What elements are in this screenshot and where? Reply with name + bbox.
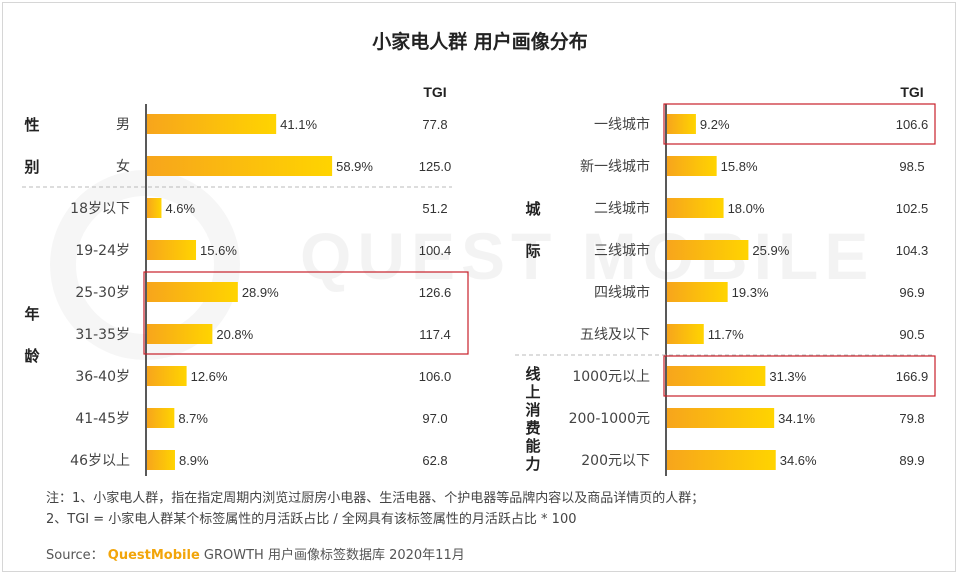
tgi-value-right-0: 106.6 (896, 117, 929, 132)
bar-right-2 (667, 198, 724, 218)
group-label-right-1-3: 费 (525, 419, 540, 437)
value-label-left-5: 20.8% (216, 327, 253, 342)
category-label-left-6: 36-40岁 (75, 369, 130, 385)
value-label-right-7: 34.1% (778, 411, 815, 426)
value-label-right-8: 34.6% (780, 453, 817, 468)
value-label-right-0: 9.2% (700, 117, 730, 132)
value-label-right-5: 11.7% (708, 327, 744, 342)
source-label: Source： (46, 548, 104, 563)
tgi-value-left-4: 126.6 (419, 285, 452, 300)
bar-right-7 (667, 408, 775, 428)
bar-right-3 (667, 240, 749, 260)
tgi-value-right-6: 166.9 (896, 369, 929, 384)
category-label-left-5: 31-35岁 (75, 327, 130, 343)
bar-right-5 (667, 324, 704, 344)
value-label-left-4: 28.9% (242, 285, 279, 300)
highlight-box-left-0 (143, 271, 469, 355)
bar-right-0 (667, 114, 696, 134)
tgi-header-right: TGI (900, 84, 923, 100)
tgi-value-right-3: 104.3 (896, 243, 929, 258)
bar-left-5 (147, 324, 213, 344)
tgi-value-right-1: 98.5 (899, 159, 924, 174)
category-label-right-5: 五线及以下 (580, 327, 650, 343)
footnote-1: 注：1、小家电人群，指在指定周期内浏览过厨房小电器、生活电器、个护电器等品牌内容… (46, 491, 705, 506)
value-label-left-2: 4.6% (165, 201, 195, 216)
bar-left-1 (147, 156, 333, 176)
value-label-left-1: 58.9% (336, 159, 373, 174)
tgi-value-left-2: 51.2 (422, 201, 447, 216)
category-label-left-2: 18岁以下 (70, 201, 130, 217)
highlight-box-right-0 (663, 103, 936, 145)
watermark-text: QUEST MOBILE (300, 218, 874, 294)
tgi-value-left-7: 97.0 (422, 411, 447, 426)
value-label-left-0: 41.1% (280, 117, 317, 132)
category-label-left-3: 19-24岁 (75, 243, 130, 259)
group-label-left-1-0: 年 (24, 305, 39, 323)
category-label-left-7: 41-45岁 (75, 411, 130, 427)
value-label-left-3: 15.6% (200, 243, 237, 258)
group-label-right-1-4: 能 (525, 437, 540, 455)
group-label-right-1-5: 力 (525, 455, 540, 473)
category-label-right-7: 200-1000元 (569, 411, 650, 427)
group-label-left-0-0: 性 (24, 116, 39, 134)
category-label-left-8: 46岁以上 (70, 453, 130, 469)
footnote-2: 2、TGI = 小家电人群某个标签属性的月活跃占比 / 全网具有该标签属性的月活… (46, 512, 577, 527)
category-label-right-8: 200元以下 (581, 453, 650, 469)
source-brand: QuestMobile (107, 548, 200, 563)
tgi-header-left: TGI (423, 84, 446, 100)
chart-title: 小家电人群 用户画像分布 (372, 31, 588, 53)
tgi-value-right-7: 79.8 (899, 411, 924, 426)
value-label-right-4: 19.3% (732, 285, 769, 300)
group-label-right-0-0: 城 (525, 200, 540, 218)
bar-right-4 (667, 282, 728, 302)
value-label-left-8: 8.9% (179, 453, 209, 468)
bar-left-2 (147, 198, 162, 218)
tgi-value-right-5: 90.5 (899, 327, 924, 342)
tgi-value-left-5: 117.4 (419, 327, 451, 342)
group-label-right-0-1: 际 (525, 242, 540, 260)
tgi-value-right-4: 96.9 (899, 285, 924, 300)
category-label-left-0: 男 (116, 117, 130, 133)
group-label-left-0-1: 别 (23, 158, 39, 176)
value-label-right-2: 18.0% (728, 201, 765, 216)
bar-left-4 (147, 282, 238, 302)
tgi-value-right-8: 89.9 (899, 453, 924, 468)
value-label-left-6: 12.6% (191, 369, 228, 384)
category-label-right-2: 二线城市 (594, 200, 650, 217)
bar-left-3 (147, 240, 197, 260)
highlight-box-right-1 (663, 355, 936, 397)
bar-left-7 (147, 408, 175, 428)
group-label-right-1-1: 上 (525, 383, 540, 401)
group-label-right-1-2: 消 (525, 401, 540, 419)
bar-right-1 (667, 156, 717, 176)
category-label-right-3: 三线城市 (594, 242, 650, 259)
value-label-right-1: 15.8% (721, 159, 758, 174)
bar-left-0 (147, 114, 277, 134)
tgi-value-left-1: 125.0 (419, 159, 452, 174)
tgi-value-right-2: 102.5 (896, 201, 929, 216)
group-label-right-1-0: 线 (525, 365, 540, 383)
source-line: Source： QuestMobile GROWTH 用户画像标签数据库 202… (46, 544, 465, 563)
bar-left-6 (147, 366, 187, 386)
group-label-left-1-1: 龄 (24, 347, 40, 365)
value-label-right-6: 31.3% (769, 369, 806, 384)
source-text: GROWTH 用户画像标签数据库 2020年11月 (203, 548, 465, 563)
bar-right-8 (667, 450, 776, 470)
category-label-left-1: 女 (116, 158, 130, 175)
value-label-right-3: 25.9% (752, 243, 789, 258)
category-label-right-0: 一线城市 (594, 116, 650, 133)
category-label-right-6: 1000元以上 (572, 369, 650, 385)
tgi-value-left-0: 77.8 (422, 117, 447, 132)
category-label-left-4: 25-30岁 (75, 285, 130, 301)
category-label-right-1: 新一线城市 (580, 158, 650, 175)
category-label-right-4: 四线城市 (594, 284, 650, 301)
tgi-value-left-8: 62.8 (422, 453, 447, 468)
value-label-left-7: 8.7% (178, 411, 208, 426)
bar-right-6 (667, 366, 766, 386)
tgi-value-left-6: 106.0 (419, 369, 452, 384)
tgi-value-left-3: 100.4 (419, 243, 452, 258)
bar-left-8 (147, 450, 175, 470)
